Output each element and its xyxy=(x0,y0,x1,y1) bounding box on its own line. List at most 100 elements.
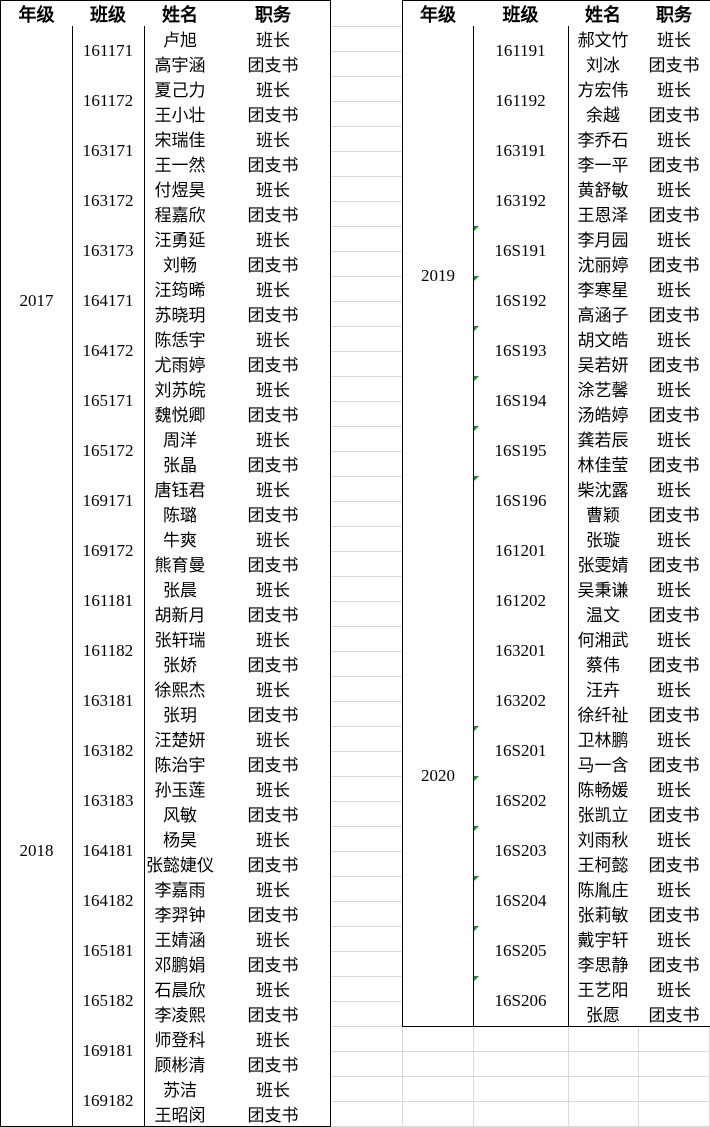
name-cell: 唐钰君 xyxy=(144,476,217,502)
error-indicator xyxy=(473,726,479,732)
role-cell: 团支书 xyxy=(216,501,331,527)
name-cell: 柴沈露 xyxy=(568,476,639,502)
role-cell: 团支书 xyxy=(638,601,710,627)
class-cell: 16S205 xyxy=(473,926,569,977)
role-cell: 团支书 xyxy=(638,351,710,377)
name-cell: 吴若妍 xyxy=(568,351,639,377)
role-cell: 团支书 xyxy=(638,551,710,577)
role-cell: 团支书 xyxy=(638,151,710,177)
name-cell: 汪勇延 xyxy=(144,226,217,252)
role-cell: 团支书 xyxy=(216,51,331,77)
name-cell: 牛爽 xyxy=(144,526,217,552)
name-cell: 沈丽婷 xyxy=(568,251,639,277)
role-cell: 团支书 xyxy=(216,1101,331,1127)
role-cell: 班长 xyxy=(216,1026,331,1052)
name-cell: 陈胤庄 xyxy=(568,876,639,902)
name-cell: 郝文竹 xyxy=(568,26,639,52)
role-cell: 班长 xyxy=(638,926,710,952)
grid-line xyxy=(330,1051,710,1052)
class-cell: 164182 xyxy=(72,876,145,927)
name-cell: 刘冰 xyxy=(568,51,639,77)
role-cell: 班长 xyxy=(216,776,331,802)
name-cell: 汤皓婷 xyxy=(568,401,639,427)
role-cell: 团支书 xyxy=(638,501,710,527)
name-cell: 高宇涵 xyxy=(144,51,217,77)
error-indicator xyxy=(473,826,479,832)
role-cell: 班长 xyxy=(216,726,331,752)
class-cell: 16S206 xyxy=(473,976,569,1027)
class-cell: 16S204 xyxy=(473,876,569,927)
grade-cell: 2020 xyxy=(402,526,474,1027)
role-cell: 班长 xyxy=(216,626,331,652)
name-cell: 张凯立 xyxy=(568,801,639,827)
role-cell: 班长 xyxy=(638,26,710,52)
class-cell: 16S203 xyxy=(473,826,569,877)
name-cell: 张晶 xyxy=(144,451,217,477)
role-cell: 团支书 xyxy=(216,901,331,927)
class-cell: 165181 xyxy=(72,926,145,977)
name-cell: 张玥 xyxy=(144,701,217,727)
role-cell: 团支书 xyxy=(216,801,331,827)
name-cell: 汪楚妍 xyxy=(144,726,217,752)
class-cell: 161181 xyxy=(72,576,145,627)
class-cell: 163192 xyxy=(473,176,569,227)
header-cell: 职务 xyxy=(638,0,710,27)
name-cell: 张璇 xyxy=(568,526,639,552)
role-cell: 团支书 xyxy=(216,1051,331,1077)
class-cell: 165172 xyxy=(72,426,145,477)
role-cell: 团支书 xyxy=(638,901,710,927)
role-cell: 班长 xyxy=(216,676,331,702)
class-cell: 16S202 xyxy=(473,776,569,827)
error-indicator xyxy=(473,976,479,982)
header-cell: 年级 xyxy=(402,0,474,27)
class-cell: 16S195 xyxy=(473,426,569,477)
name-cell: 李一平 xyxy=(568,151,639,177)
class-cell: 163191 xyxy=(473,126,569,177)
role-cell: 团支书 xyxy=(216,751,331,777)
name-cell: 刘苏皖 xyxy=(144,376,217,402)
class-cell: 169182 xyxy=(72,1076,145,1127)
name-cell: 李思静 xyxy=(568,951,639,977)
class-cell: 161171 xyxy=(72,26,145,77)
role-cell: 团支书 xyxy=(216,251,331,277)
name-cell: 何湘武 xyxy=(568,626,639,652)
name-cell: 李月园 xyxy=(568,226,639,252)
role-cell: 班长 xyxy=(638,176,710,202)
role-cell: 班长 xyxy=(216,976,331,1002)
name-cell: 魏悦卿 xyxy=(144,401,217,427)
header-cell: 职务 xyxy=(216,0,331,27)
name-cell: 马一含 xyxy=(568,751,639,777)
role-cell: 班长 xyxy=(638,726,710,752)
name-cell: 曹颖 xyxy=(568,501,639,527)
name-cell: 温文 xyxy=(568,601,639,627)
name-cell: 师登科 xyxy=(144,1026,217,1052)
name-cell: 李乔石 xyxy=(568,126,639,152)
class-cell: 165182 xyxy=(72,976,145,1027)
role-cell: 团支书 xyxy=(216,151,331,177)
role-cell: 班长 xyxy=(638,226,710,252)
name-cell: 张娇 xyxy=(144,651,217,677)
role-cell: 班长 xyxy=(216,426,331,452)
name-cell: 王昭闵 xyxy=(144,1101,217,1127)
name-cell: 高涵子 xyxy=(568,301,639,327)
class-cell: 16S196 xyxy=(473,476,569,527)
error-indicator xyxy=(473,876,479,882)
role-cell: 团支书 xyxy=(216,601,331,627)
name-cell: 陈治宇 xyxy=(144,751,217,777)
class-cell: 16S191 xyxy=(473,226,569,277)
role-cell: 团支书 xyxy=(638,951,710,977)
role-cell: 班长 xyxy=(216,26,331,52)
role-cell: 班长 xyxy=(638,826,710,852)
name-cell: 王婧涵 xyxy=(144,926,217,952)
name-cell: 张莉敏 xyxy=(568,901,639,927)
error-indicator xyxy=(473,926,479,932)
role-cell: 班长 xyxy=(216,1076,331,1102)
class-cell: 16S201 xyxy=(473,726,569,777)
role-cell: 团支书 xyxy=(638,1001,710,1027)
role-cell: 团支书 xyxy=(216,301,331,327)
error-indicator xyxy=(473,376,479,382)
class-cell: 163173 xyxy=(72,226,145,277)
role-cell: 班长 xyxy=(638,976,710,1002)
role-cell: 团支书 xyxy=(216,551,331,577)
